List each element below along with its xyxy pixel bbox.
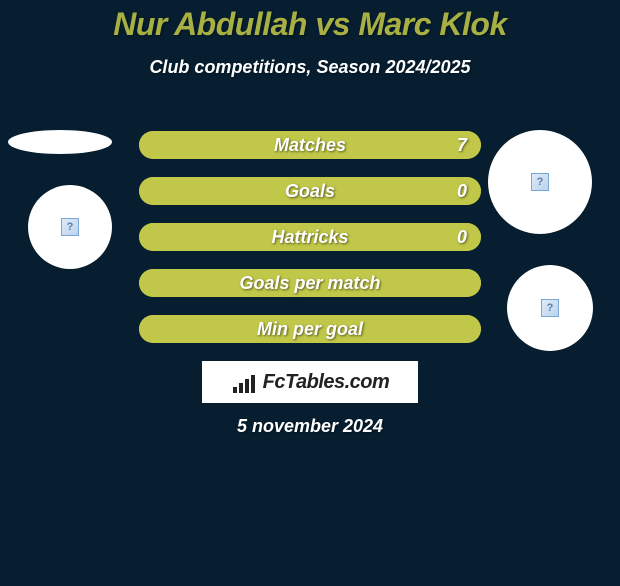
stat-label: Matches (139, 131, 481, 159)
brand-badge: FcTables.com (202, 361, 418, 403)
footer-date: 5 november 2024 (0, 416, 620, 437)
avatar-shadow-left (8, 130, 112, 154)
page-title: Nur Abdullah vs Marc Klok (0, 6, 620, 43)
stat-row: Goals per match (139, 269, 481, 297)
page-subtitle: Club competitions, Season 2024/2025 (0, 57, 620, 78)
avatar-left (28, 185, 112, 269)
stat-row: Hattricks0 (139, 223, 481, 251)
placeholder-icon (541, 299, 559, 317)
avatar-right-top (488, 130, 592, 234)
bars-icon (231, 371, 257, 393)
stats-list: Matches7Goals0Hattricks0Goals per matchM… (139, 131, 481, 361)
stat-label: Min per goal (139, 315, 481, 343)
stat-value-right: 0 (457, 223, 467, 251)
brand-text: FcTables.com (263, 371, 390, 394)
avatar-right-bottom (507, 265, 593, 351)
placeholder-icon (531, 173, 549, 191)
stat-label: Goals per match (139, 269, 481, 297)
stat-label: Goals (139, 177, 481, 205)
stat-value-right: 0 (457, 177, 467, 205)
stat-row: Min per goal (139, 315, 481, 343)
stat-label: Hattricks (139, 223, 481, 251)
stat-row: Matches7 (139, 131, 481, 159)
stat-row: Goals0 (139, 177, 481, 205)
stat-value-right: 7 (457, 131, 467, 159)
placeholder-icon (61, 218, 79, 236)
